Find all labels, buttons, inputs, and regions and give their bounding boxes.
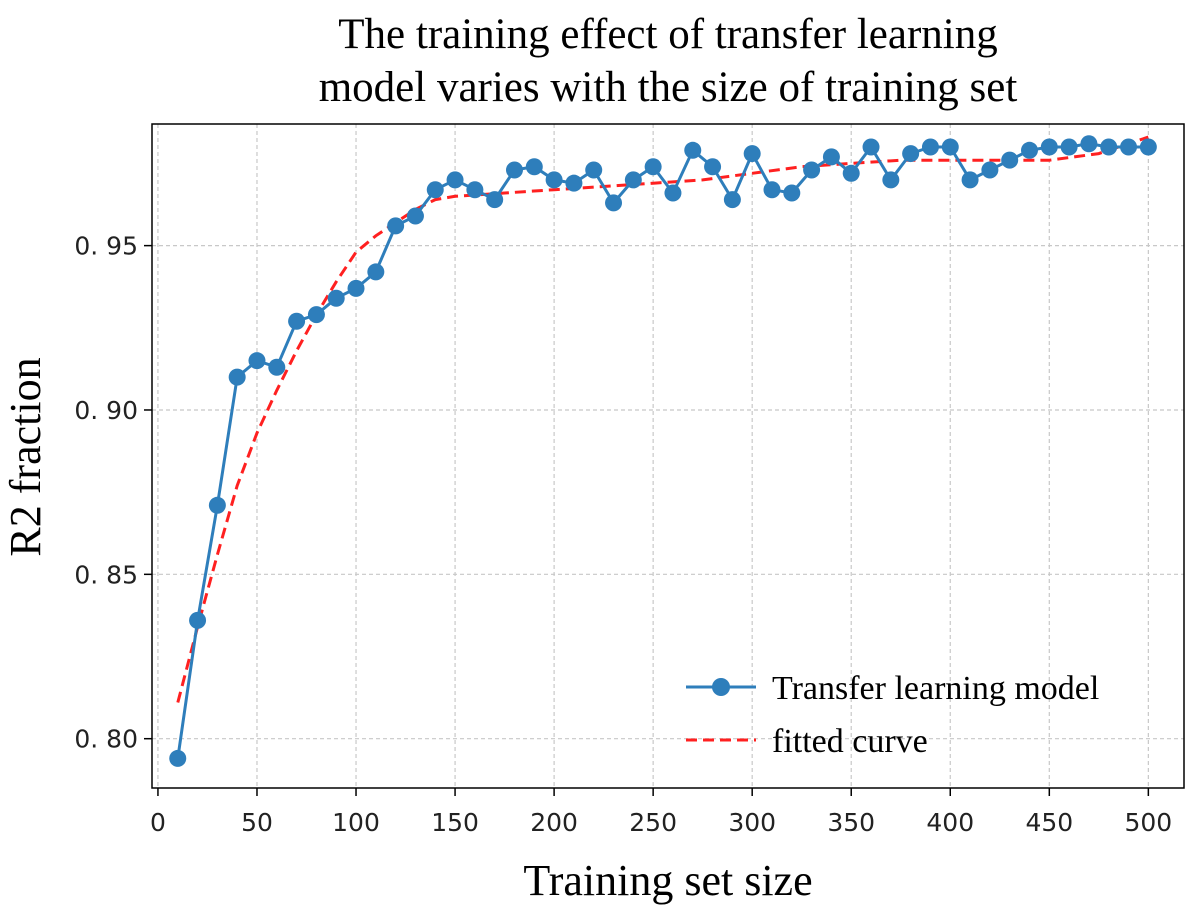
transfer-learning-line [176,142,1149,759]
x-tick-label: 300 [728,808,776,837]
y-tick-label: 0. 80 [74,725,138,754]
transfer-learning-point [1001,151,1019,169]
transfer-learning-point [842,164,860,182]
legend-marker-transfer [712,678,730,696]
transfer-learning-point [268,358,286,376]
transfer-learning-point [882,171,900,189]
transfer-learning-point [684,141,702,159]
transfer-learning-point [545,171,563,189]
transfer-learning-point [426,181,444,199]
transfer-learning-point [763,181,781,199]
x-tick-label: 50 [241,808,273,837]
chart-title-line-1: The training effect of transfer learning [338,11,997,58]
transfer-learning-point [189,611,207,629]
transfer-learning-point [565,174,583,192]
transfer-learning-point [387,217,405,235]
transfer-learning-point [585,161,603,179]
transfer-learning-point [862,138,880,156]
transfer-learning-point [605,194,623,212]
transfer-learning-point [327,289,345,307]
x-tick-label: 0 [150,808,166,837]
transfer-learning-point [505,161,523,179]
transfer-learning-point [941,138,959,156]
transfer-learning-point [743,145,761,163]
transfer-learning-point [1080,135,1098,153]
transfer-learning-point [248,352,266,370]
transfer-learning-point [208,496,226,514]
fitted-curve-line [176,135,1149,703]
transfer-learning-point [466,181,484,199]
legend: Transfer learning model fitted curve [686,670,1099,760]
transfer-learning-point [644,158,662,176]
axis-ticks: 0 50 100 150 200 250 300 350 400 450 500 0. 80 0. 85… [74,232,1172,837]
y-axis-label: R2 fraction [1,357,50,556]
transfer-learning-point [486,191,504,209]
transfer-learning-point [1060,138,1078,156]
transfer-learning-point [446,171,464,189]
plot-area-frame [151,123,1185,789]
transfer-learning-point [169,749,187,767]
x-tick-label: 100 [332,808,380,837]
x-tick-label: 500 [1124,808,1172,837]
y-tick-label: 0. 90 [74,396,138,425]
transfer-learning-point [803,161,821,179]
transfer-learning-point [307,306,325,324]
transfer-learning-point [783,184,801,202]
transfer-learning-point [228,368,246,386]
transfer-learning-point [723,191,741,209]
transfer-learning-point [704,158,722,176]
transfer-learning-point [1100,138,1118,156]
x-tick-label: 200 [530,808,578,837]
transfer-learning-point [624,171,642,189]
transfer-learning-point [921,138,939,156]
transfer-learning-point [902,145,920,163]
transfer-learning-point [288,312,306,330]
transfer-learning-point [525,158,543,176]
transfer-learning-point [406,207,424,225]
grid [152,124,1184,788]
transfer-learning-point [981,161,999,179]
x-tick-label: 350 [827,808,875,837]
x-axis-label: Training set size [523,856,812,905]
transfer-learning-point [961,171,979,189]
x-tick-label: 450 [1025,808,1073,837]
transfer-learning-series [169,135,1157,767]
x-tick-label: 150 [431,808,479,837]
transfer-learning-point [664,184,682,202]
transfer-learning-point [1120,138,1138,156]
legend-label-transfer: Transfer learning model [772,670,1099,707]
y-tick-label: 0. 85 [74,560,138,589]
transfer-learning-point [1020,141,1038,159]
x-tick-label: 400 [926,808,974,837]
transfer-learning-point [822,148,840,166]
transfer-learning-point [1040,138,1058,156]
transfer-learning-point [347,279,365,297]
fitted-curve-series [176,135,1149,703]
legend-label-fitted: fitted curve [772,723,928,760]
y-tick-label: 0. 95 [74,232,138,261]
x-tick-label: 250 [629,808,677,837]
transfer-learning-point [1139,138,1157,156]
transfer-learning-point [367,263,385,281]
chart-title-line-2: model varies with the size of training s… [319,64,1018,111]
